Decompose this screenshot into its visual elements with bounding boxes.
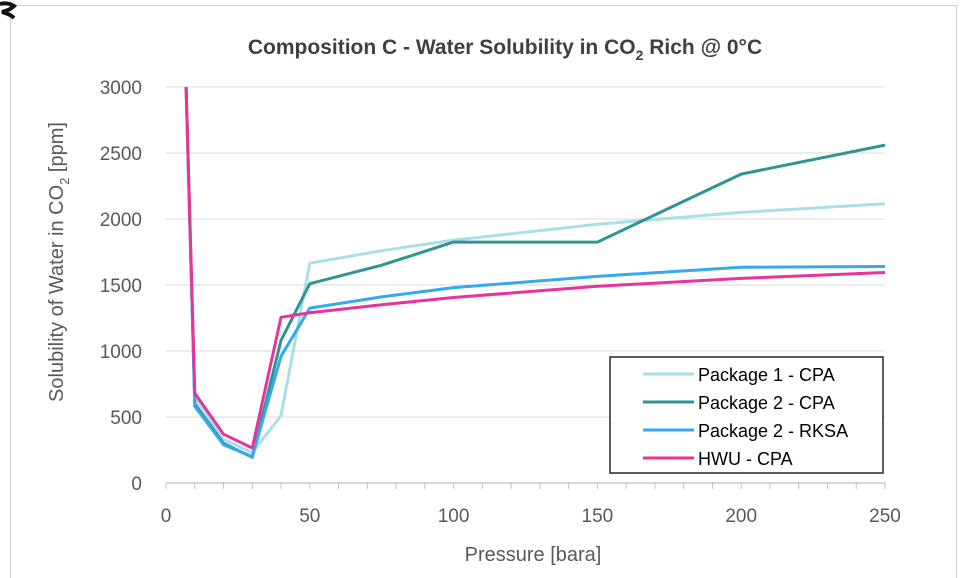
y-axis-label: Solubility of Water in CO2 [ppm] [46, 122, 72, 402]
y-tick-label: 0 [131, 474, 142, 495]
x-tick-label: 150 [582, 506, 614, 527]
legend-label-0: Package 1 - CPA [698, 365, 835, 385]
x-tick-label: 0 [161, 506, 172, 527]
y-tick-label: 500 [110, 408, 142, 429]
legend: Package 1 - CPA Package 2 - CPA Package 2 … [609, 356, 884, 474]
y-tick-label: 2500 [100, 144, 142, 165]
y-tick-label: 1000 [100, 342, 142, 363]
x-tick-label: 50 [299, 506, 320, 527]
chart-title: Composition C - Water Solubility in CO2 … [248, 36, 762, 63]
y-tick-label: 1500 [100, 276, 142, 297]
legend-label-2: Package 2 - RKSA [698, 421, 848, 441]
legend-label-3: HWU - CPA [698, 449, 793, 469]
axes [165, 482, 886, 489]
legend-label-1: Package 2 - CPA [698, 393, 835, 413]
y-tick-label: 3000 [100, 78, 142, 99]
x-axis-label: Pressure [bara] [465, 544, 602, 566]
corner-mark-icon [0, 1, 18, 20]
series-line-3 [184, 86, 886, 450]
x-tick-label: 100 [438, 506, 470, 527]
series-line-2 [184, 86, 886, 459]
x-tick-label: 250 [869, 506, 901, 527]
x-tick-label: 200 [725, 506, 757, 527]
y-tick-label: 2000 [100, 210, 142, 231]
legend-box [609, 356, 884, 474]
series-lines [184, 86, 886, 459]
